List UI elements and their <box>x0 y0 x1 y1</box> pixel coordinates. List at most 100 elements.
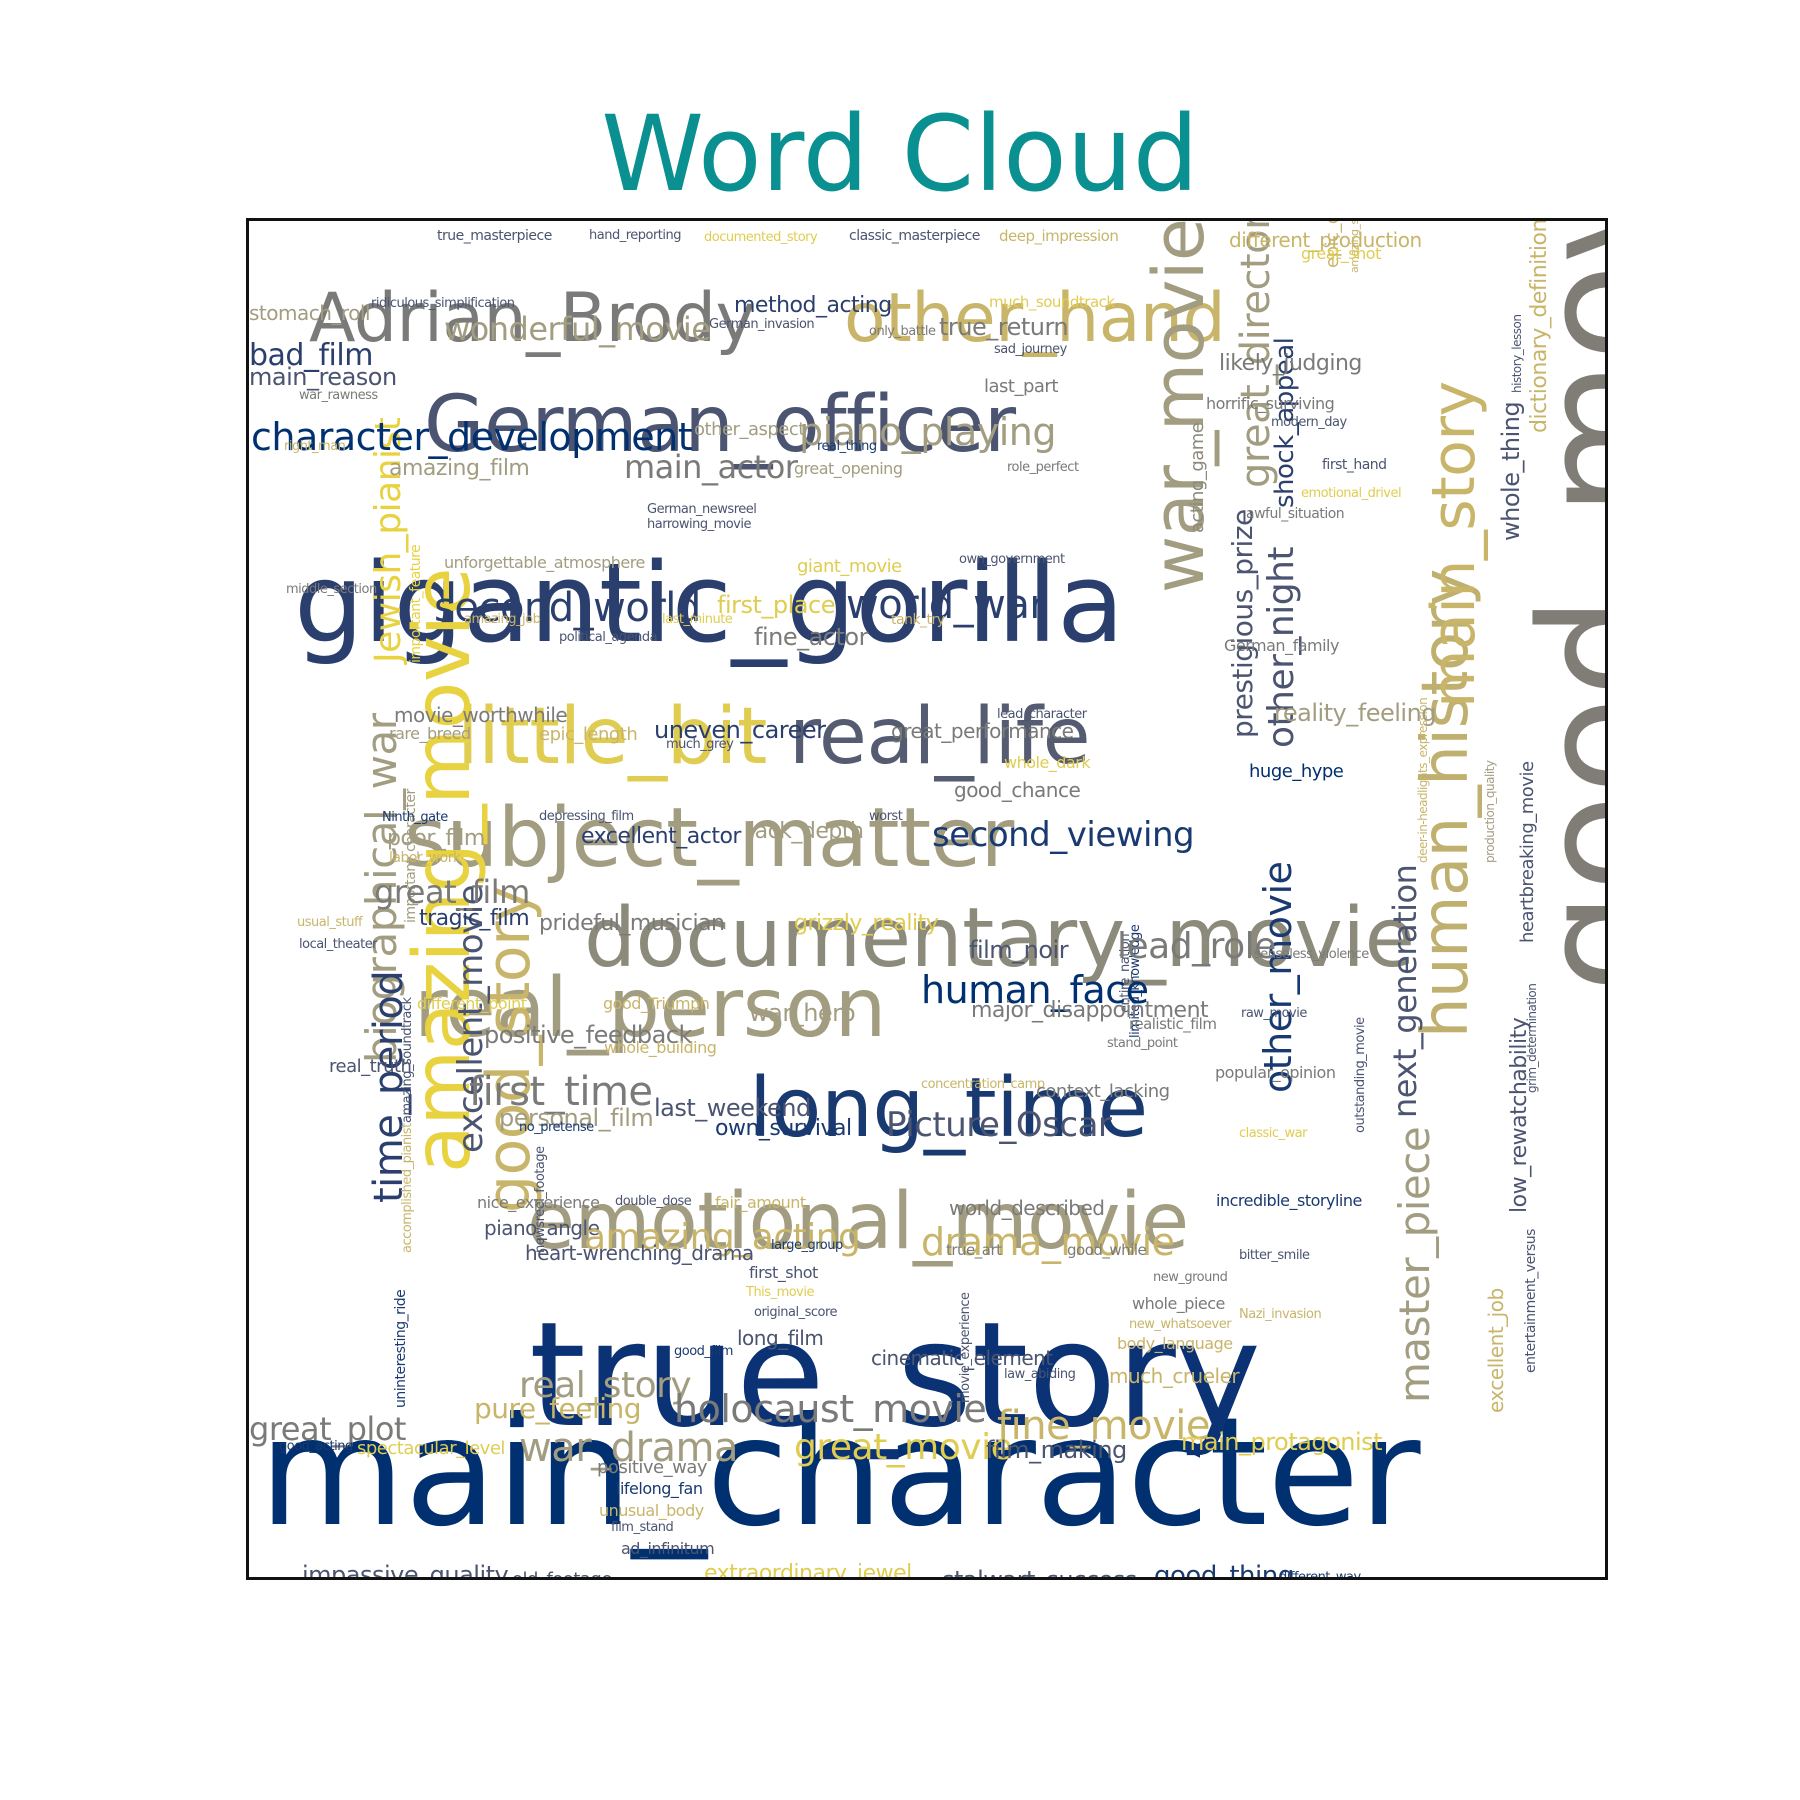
cloud-word: acting_game <box>1187 422 1208 533</box>
cloud-word: concentration_camp <box>921 1077 1045 1092</box>
cloud-word: German_invasion <box>709 317 815 332</box>
cloud-word: other_movie <box>1256 861 1300 1093</box>
cloud-word: uneven_career <box>654 716 826 744</box>
cloud-word: only_battle <box>869 324 936 339</box>
cloud-word: amazing_film <box>389 456 530 481</box>
cloud-word: good_while <box>1067 1241 1147 1259</box>
cloud-word: film_making <box>986 1436 1127 1464</box>
cloud-word: documentary_movie <box>584 891 1415 986</box>
cloud-word: good_film <box>674 1344 733 1359</box>
cloud-word: hand_reporting <box>589 228 682 243</box>
cloud-word: last_minute <box>662 612 733 627</box>
cloud-word: realistic_film <box>1129 1015 1217 1033</box>
cloud-word: Nazi_invasion <box>1239 1307 1322 1322</box>
cloud-word: cinematic_element <box>871 1346 1053 1370</box>
cloud-word: new_whatsoever <box>1129 1317 1232 1332</box>
cloud-word: stomach_roll <box>249 301 371 325</box>
cloud-word: giant_movie <box>797 556 902 577</box>
cloud-word: gigantic_gorilla <box>294 539 1124 667</box>
cloud-word: German_family <box>1224 636 1339 655</box>
cloud-word: political_agenda <box>559 630 658 645</box>
cloud-word: unforgettable_atmosphere <box>444 553 645 572</box>
cloud-word: Adrian_Brody <box>309 279 756 358</box>
cloud-word: first_shot <box>749 1263 818 1282</box>
cloud-word: middle_section <box>286 582 377 597</box>
cloud-word: reality_feeling <box>1274 699 1437 727</box>
cloud-word: main_story <box>1419 381 1489 708</box>
cloud-word: whole_building <box>604 1038 717 1057</box>
cloud-word: old_footage <box>512 1569 612 1580</box>
cloud-word: piano_angle <box>484 1216 600 1240</box>
cloud-word: film_stand <box>611 1520 674 1535</box>
cloud-word: world_described <box>949 1196 1105 1220</box>
cloud-word: first_hand <box>1322 457 1387 473</box>
cloud-word: German_officer <box>424 380 1016 470</box>
cloud-word: tank_try <box>891 612 945 628</box>
cloud-word: different_production <box>1229 228 1422 252</box>
cloud-word: fine_movie <box>997 1403 1211 1449</box>
cloud-word: other_hand <box>844 279 1226 358</box>
cloud-word: last_weekend <box>654 1094 811 1122</box>
cloud-word: original_score <box>754 1305 838 1320</box>
cloud-word: great_movie <box>794 1427 1013 1468</box>
cloud-word: good_thing <box>1154 1561 1294 1580</box>
cloud-word: documented_story <box>704 230 818 245</box>
cloud-word: awful_situation <box>1246 506 1345 522</box>
cloud-word: war_movie <box>1138 218 1220 593</box>
cloud-word: role_perfect <box>1007 460 1079 475</box>
cloud-word: unusual_body <box>599 1501 704 1520</box>
cloud-word: long_film <box>737 1326 824 1350</box>
word-cloud: main_charactergood_movietrue_storygigant… <box>249 221 1605 1577</box>
cloud-word: different_way <box>1279 1570 1361 1580</box>
cloud-word: main_protagonist <box>1181 1428 1383 1456</box>
cloud-word: accomplished_pianist <box>400 1123 415 1253</box>
cloud-word: ad_infinitum <box>621 1539 715 1558</box>
cloud-word: ridiculous_simplification <box>371 296 515 311</box>
cloud-word: nice_experience <box>477 1193 600 1212</box>
cloud-word: large_group <box>771 1238 843 1253</box>
cloud-word: bitter_smile <box>1239 1248 1310 1263</box>
cloud-word: much_crueler <box>1109 1364 1240 1388</box>
cloud-word: depressing_film <box>539 809 634 824</box>
cloud-word: lead_character <box>997 707 1087 722</box>
cloud-word: whole_thing <box>1497 401 1525 541</box>
cloud-word: stand_point <box>1107 1036 1178 1051</box>
cloud-word: pure_feeling <box>474 1392 642 1425</box>
cloud-word: senseless_violence <box>1254 947 1369 962</box>
cloud-word: lead_role <box>1117 926 1276 967</box>
cloud-word: long_time <box>749 1061 1148 1156</box>
cloud-word: great_plot <box>249 1410 406 1448</box>
cloud-word: holocaust_movie <box>674 1387 987 1431</box>
cloud-word: whole_dark <box>1004 753 1091 772</box>
cloud-word: double_dose <box>615 1194 692 1209</box>
cloud-word: other_aspect <box>694 419 805 440</box>
cloud-word: true_art <box>946 1241 1002 1259</box>
cloud-word: good_chance <box>954 778 1081 802</box>
cloud-word: next_generation <box>1386 864 1424 1118</box>
cloud-word: world_war <box>846 582 1046 628</box>
cloud-word: subject_matter <box>404 791 1014 886</box>
cloud-word: heartbreaking_movie <box>1517 761 1538 943</box>
cloud-word: real_life <box>789 692 1091 782</box>
cloud-word: amazing_job <box>464 612 541 627</box>
cloud-word: outstanding_movie <box>1353 1017 1368 1133</box>
cloud-word: movie_worthwhile <box>394 703 568 727</box>
cloud-word: much_soundtrack <box>989 293 1115 311</box>
cloud-word: positive_way <box>597 1457 708 1478</box>
cloud-word: history_lesson <box>1510 314 1524 393</box>
cloud-word: body_language <box>1117 1334 1233 1353</box>
cloud-word: second_world <box>434 585 701 631</box>
cloud-word: real_person <box>414 961 886 1056</box>
cloud-word: incredible_storyline <box>1216 1191 1362 1210</box>
cloud-word: German_newsreel <box>647 502 757 517</box>
cloud-word: first_place <box>717 591 835 619</box>
cloud-word: classic_war <box>1239 1126 1307 1141</box>
cloud-word: amazing_acting <box>584 1217 861 1258</box>
cloud-word: true_masterpiece <box>437 228 552 244</box>
cloud-word: whole_piece <box>1132 1294 1225 1313</box>
cloud-word: piano_playing <box>799 410 1057 454</box>
cloud-word: true_story <box>529 1291 1261 1460</box>
cloud-word: dictionary_definition <box>1527 219 1552 433</box>
cloud-word: war_hero <box>749 999 856 1027</box>
cloud-word: great_film <box>374 873 530 911</box>
